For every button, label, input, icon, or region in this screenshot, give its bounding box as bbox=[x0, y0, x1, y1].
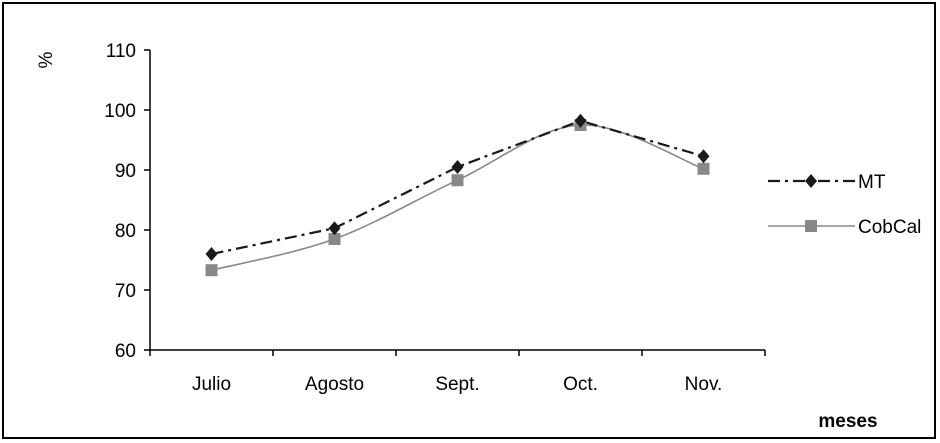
legend-marker-cobcal bbox=[805, 220, 817, 232]
data-point-cobcal bbox=[451, 174, 464, 187]
series-markers bbox=[205, 113, 710, 277]
data-point-mt bbox=[451, 160, 464, 174]
y-axis-ticks: 60 70 80 90 100 110 bbox=[104, 41, 150, 362]
series-lines bbox=[211, 119, 704, 271]
legend-label-mt: MT bbox=[858, 172, 886, 193]
data-point-cobcal bbox=[697, 162, 710, 175]
data-point-cobcal bbox=[328, 233, 341, 245]
series-line-mt bbox=[211, 119, 704, 256]
series-line-cobcal bbox=[211, 124, 704, 271]
chart-axes: 60 70 80 90 100 110 Julio Agosto Sept. Oct. Nov. bbox=[104, 41, 766, 395]
y-tick-label: 90 bbox=[115, 161, 136, 182]
x-tick-label: Sept. bbox=[435, 374, 479, 395]
y-axis-title: % bbox=[36, 51, 57, 68]
data-point-mt bbox=[697, 149, 710, 164]
y-tick-label: 80 bbox=[115, 221, 136, 242]
data-point-cobcal bbox=[205, 264, 218, 277]
x-axis-title: meses bbox=[818, 411, 877, 432]
x-axis-ticks: Julio Agosto Sept. Oct. Nov. bbox=[149, 350, 766, 395]
chart-legend: MT CobCal bbox=[768, 172, 921, 238]
data-point-mt bbox=[328, 221, 341, 236]
y-tick-label: 60 bbox=[115, 341, 136, 362]
x-tick-label: Agosto bbox=[305, 374, 364, 395]
legend-label-cobcal: CobCal bbox=[858, 217, 921, 238]
y-tick-label: 100 bbox=[104, 101, 136, 122]
y-tick-label: 110 bbox=[106, 41, 136, 62]
x-tick-label: Oct. bbox=[563, 374, 598, 395]
legend-marker-mt bbox=[805, 174, 817, 188]
y-tick-label: 70 bbox=[115, 281, 136, 302]
x-tick-label: Nov. bbox=[685, 374, 723, 395]
data-point-mt bbox=[574, 113, 587, 128]
data-point-mt bbox=[205, 247, 218, 261]
x-tick-label: Julio bbox=[192, 374, 231, 395]
